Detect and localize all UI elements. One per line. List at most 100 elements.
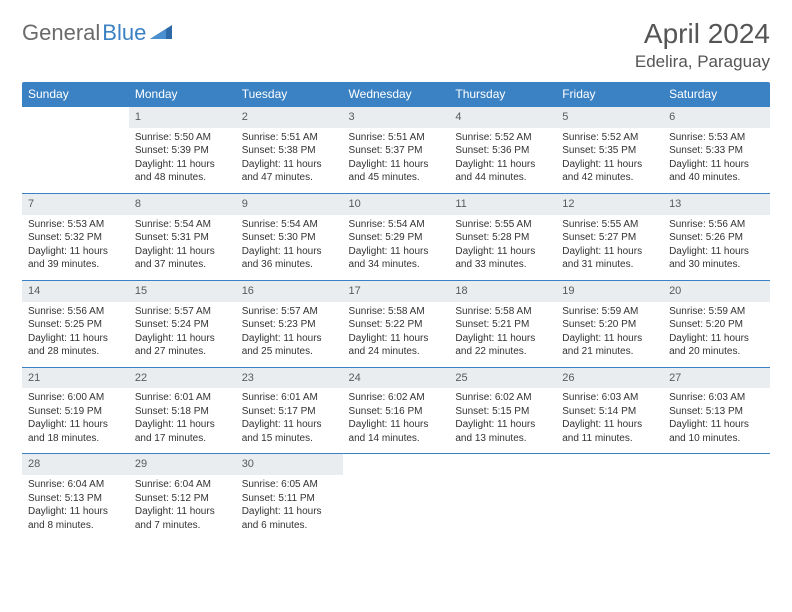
day-number-cell: 4 [449,107,556,128]
day-content-cell: Sunrise: 5:55 AMSunset: 5:28 PMDaylight:… [449,215,556,281]
day-number-cell: 10 [343,193,450,214]
day-number-cell: 2 [236,107,343,128]
sunset-line: Sunset: 5:11 PM [242,492,337,506]
day-number-cell [449,454,556,475]
day-header: Thursday [449,82,556,107]
day-header: Monday [129,82,236,107]
daylight-line: Daylight: 11 hours and 28 minutes. [28,332,123,359]
sunset-line: Sunset: 5:22 PM [349,318,444,332]
daylight-line: Daylight: 11 hours and 33 minutes. [455,245,550,272]
sunset-line: Sunset: 5:16 PM [349,405,444,419]
location-label: Edelira, Paraguay [635,52,770,72]
day-number-cell: 18 [449,280,556,301]
daylight-line: Daylight: 11 hours and 8 minutes. [28,505,123,532]
day-content-cell: Sunrise: 5:54 AMSunset: 5:31 PMDaylight:… [129,215,236,281]
day-content-cell: Sunrise: 5:51 AMSunset: 5:37 PMDaylight:… [343,128,450,194]
daylight-line: Daylight: 11 hours and 21 minutes. [562,332,657,359]
daylight-line: Daylight: 11 hours and 34 minutes. [349,245,444,272]
day-number-cell: 26 [556,367,663,388]
day-number-row: 123456 [22,107,770,128]
sunrise-line: Sunrise: 5:57 AM [242,305,337,319]
daylight-line: Daylight: 11 hours and 18 minutes. [28,418,123,445]
day-number-cell [343,454,450,475]
sunrise-line: Sunrise: 5:56 AM [669,218,764,232]
sunset-line: Sunset: 5:30 PM [242,231,337,245]
day-number-cell [556,454,663,475]
day-number-cell: 3 [343,107,450,128]
brand-logo: GeneralBlue [22,22,172,44]
day-number-cell [663,454,770,475]
sunrise-line: Sunrise: 6:03 AM [669,391,764,405]
day-number-cell: 14 [22,280,129,301]
daylight-line: Daylight: 11 hours and 7 minutes. [135,505,230,532]
daylight-line: Daylight: 11 hours and 17 minutes. [135,418,230,445]
day-content-cell: Sunrise: 5:53 AMSunset: 5:32 PMDaylight:… [22,215,129,281]
daylight-line: Daylight: 11 hours and 48 minutes. [135,158,230,185]
brand-triangle-icon [150,23,172,44]
month-title: April 2024 [635,18,770,50]
day-number-cell: 22 [129,367,236,388]
sunrise-line: Sunrise: 6:02 AM [455,391,550,405]
day-number-cell: 25 [449,367,556,388]
day-number-row: 21222324252627 [22,367,770,388]
day-content-row: Sunrise: 5:53 AMSunset: 5:32 PMDaylight:… [22,215,770,281]
daylight-line: Daylight: 11 hours and 36 minutes. [242,245,337,272]
daylight-line: Daylight: 11 hours and 47 minutes. [242,158,337,185]
day-content-cell: Sunrise: 5:52 AMSunset: 5:36 PMDaylight:… [449,128,556,194]
sunset-line: Sunset: 5:26 PM [669,231,764,245]
sunrise-line: Sunrise: 5:58 AM [455,305,550,319]
day-number-cell [22,107,129,128]
daylight-line: Daylight: 11 hours and 11 minutes. [562,418,657,445]
day-content-cell: Sunrise: 6:04 AMSunset: 5:13 PMDaylight:… [22,475,129,540]
sunset-line: Sunset: 5:21 PM [455,318,550,332]
calendar-table: Sunday Monday Tuesday Wednesday Thursday… [22,82,770,540]
day-content-cell: Sunrise: 6:05 AMSunset: 5:11 PMDaylight:… [236,475,343,540]
day-content-cell: Sunrise: 6:04 AMSunset: 5:12 PMDaylight:… [129,475,236,540]
day-content-cell [22,128,129,194]
sunrise-line: Sunrise: 5:52 AM [562,131,657,145]
day-number-cell: 13 [663,193,770,214]
day-header: Tuesday [236,82,343,107]
day-content-cell: Sunrise: 5:56 AMSunset: 5:25 PMDaylight:… [22,302,129,368]
sunrise-line: Sunrise: 5:54 AM [135,218,230,232]
day-content-row: Sunrise: 5:50 AMSunset: 5:39 PMDaylight:… [22,128,770,194]
sunset-line: Sunset: 5:37 PM [349,144,444,158]
daylight-line: Daylight: 11 hours and 22 minutes. [455,332,550,359]
sunrise-line: Sunrise: 5:53 AM [669,131,764,145]
day-content-cell: Sunrise: 5:59 AMSunset: 5:20 PMDaylight:… [556,302,663,368]
day-number-row: 78910111213 [22,193,770,214]
sunrise-line: Sunrise: 5:54 AM [242,218,337,232]
page-header: GeneralBlue April 2024 Edelira, Paraguay [22,18,770,72]
sunset-line: Sunset: 5:25 PM [28,318,123,332]
day-number-cell: 5 [556,107,663,128]
day-content-cell: Sunrise: 5:57 AMSunset: 5:23 PMDaylight:… [236,302,343,368]
day-content-cell [343,475,450,540]
daylight-line: Daylight: 11 hours and 10 minutes. [669,418,764,445]
day-number-cell: 9 [236,193,343,214]
day-number-cell: 21 [22,367,129,388]
day-number-row: 14151617181920 [22,280,770,301]
sunset-line: Sunset: 5:38 PM [242,144,337,158]
daylight-line: Daylight: 11 hours and 31 minutes. [562,245,657,272]
day-number-cell: 17 [343,280,450,301]
day-content-cell: Sunrise: 5:58 AMSunset: 5:22 PMDaylight:… [343,302,450,368]
daylight-line: Daylight: 11 hours and 27 minutes. [135,332,230,359]
daylight-line: Daylight: 11 hours and 13 minutes. [455,418,550,445]
day-content-cell: Sunrise: 5:54 AMSunset: 5:30 PMDaylight:… [236,215,343,281]
day-number-cell: 1 [129,107,236,128]
sunrise-line: Sunrise: 5:53 AM [28,218,123,232]
sunset-line: Sunset: 5:18 PM [135,405,230,419]
sunset-line: Sunset: 5:36 PM [455,144,550,158]
sunrise-line: Sunrise: 5:58 AM [349,305,444,319]
day-header-row: Sunday Monday Tuesday Wednesday Thursday… [22,82,770,107]
sunrise-line: Sunrise: 5:55 AM [562,218,657,232]
daylight-line: Daylight: 11 hours and 15 minutes. [242,418,337,445]
sunset-line: Sunset: 5:31 PM [135,231,230,245]
day-content-cell: Sunrise: 5:57 AMSunset: 5:24 PMDaylight:… [129,302,236,368]
daylight-line: Daylight: 11 hours and 24 minutes. [349,332,444,359]
day-number-cell: 7 [22,193,129,214]
sunset-line: Sunset: 5:13 PM [669,405,764,419]
sunrise-line: Sunrise: 6:05 AM [242,478,337,492]
day-content-cell: Sunrise: 5:55 AMSunset: 5:27 PMDaylight:… [556,215,663,281]
daylight-line: Daylight: 11 hours and 45 minutes. [349,158,444,185]
